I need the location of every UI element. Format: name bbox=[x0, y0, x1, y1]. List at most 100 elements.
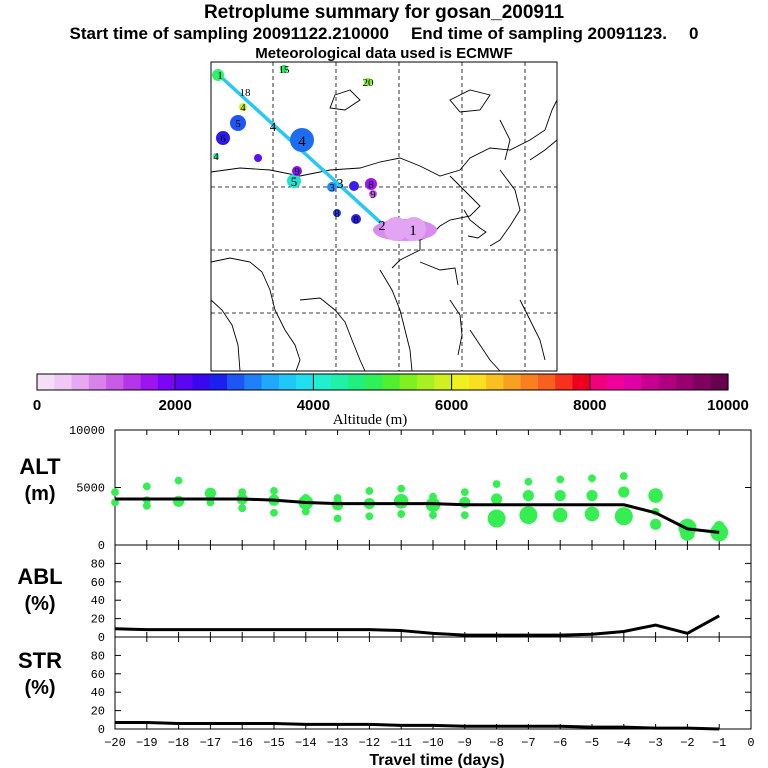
colorbar-tick-label: 4000 bbox=[297, 397, 330, 414]
point-label: 2 bbox=[379, 219, 386, 234]
particle-point bbox=[586, 489, 598, 502]
plume-point-labels: 1 15 20 18 4 5 4 6 4 4 9 5 3 3 8 9 8 8 2… bbox=[213, 64, 417, 239]
alt-ylabel-unit: (m) bbox=[24, 483, 55, 505]
plume-point bbox=[384, 217, 408, 241]
series-line bbox=[115, 721, 720, 731]
plume-point bbox=[290, 128, 314, 152]
plume-point bbox=[230, 115, 246, 131]
point-label: 4 bbox=[298, 134, 306, 150]
colorbar-cell bbox=[607, 374, 625, 390]
x-tick-label: −4 bbox=[617, 736, 631, 750]
plume-point bbox=[239, 103, 247, 111]
point-label: 15 bbox=[279, 64, 291, 76]
particle-point bbox=[174, 476, 183, 485]
particle-point bbox=[618, 486, 630, 498]
particle-point bbox=[487, 509, 506, 528]
colorbar-cell bbox=[54, 374, 73, 390]
particle-point bbox=[238, 504, 247, 513]
map-panel: 1 15 20 18 4 5 4 6 4 4 9 5 3 3 8 9 8 8 2… bbox=[210, 61, 558, 372]
point-label: 4 bbox=[240, 102, 246, 114]
colorbar-cell bbox=[140, 374, 159, 390]
abl-ylabel-top: ABL bbox=[17, 564, 62, 589]
colorbar-cell bbox=[88, 374, 107, 390]
particle-point bbox=[492, 480, 501, 488]
colorbar-cell bbox=[365, 374, 384, 390]
x-tick-label: −3 bbox=[648, 736, 662, 750]
particle-point bbox=[301, 507, 310, 516]
colorbar-cell bbox=[468, 374, 487, 390]
particle-point bbox=[429, 511, 437, 519]
colorbar-cell bbox=[641, 374, 660, 390]
point-label: 5 bbox=[291, 174, 298, 189]
alt-ylabel-top: ALT bbox=[19, 454, 61, 479]
particle-point bbox=[142, 502, 151, 510]
x-tick-label: −11 bbox=[390, 736, 412, 750]
colorbar-label: Altitude (m) bbox=[333, 412, 408, 428]
y-tick-label: 80 bbox=[91, 557, 105, 571]
particle-point bbox=[650, 518, 662, 530]
point-label: 4 bbox=[213, 151, 219, 163]
colorbar-cell bbox=[330, 374, 349, 390]
point-label: 18 bbox=[240, 87, 252, 99]
point-label: 4 bbox=[270, 119, 277, 134]
point-label: 3 bbox=[337, 177, 344, 192]
plume-point bbox=[212, 69, 224, 81]
particle-point bbox=[459, 496, 471, 509]
plume-point bbox=[364, 78, 372, 86]
x-tick-label: −10 bbox=[422, 736, 444, 750]
abl-ylabel-unit: (%) bbox=[24, 593, 55, 615]
end-time-label: End time of sampling 20091123. bbox=[410, 24, 667, 43]
particle-point bbox=[393, 494, 409, 509]
str-ylabel-top: STR bbox=[18, 648, 62, 673]
y-tick-label: 80 bbox=[91, 649, 105, 663]
colorbar-tick-label: 0 bbox=[33, 397, 41, 414]
particle-point bbox=[365, 512, 374, 521]
colorbar-tick-label: 6000 bbox=[435, 397, 468, 414]
particle-point bbox=[552, 507, 568, 523]
page-title: Retroplume summary for gosan_200911 bbox=[203, 2, 565, 23]
colorbar-cell bbox=[244, 374, 263, 390]
colorbar-cell bbox=[123, 374, 142, 390]
sampling-times: Start time of sampling 20091122.210000 En… bbox=[0, 24, 768, 44]
colorbar-cell bbox=[693, 374, 712, 390]
particle-point bbox=[397, 484, 406, 493]
colorbar-cell bbox=[503, 374, 522, 390]
point-label: 20 bbox=[363, 77, 375, 89]
colorbar-cell bbox=[313, 374, 332, 390]
colorbar-cell bbox=[434, 374, 453, 390]
plume-point bbox=[369, 190, 377, 198]
series-line bbox=[114, 614, 720, 637]
colorbar-tick-label: 10000 bbox=[707, 397, 749, 414]
particle-point bbox=[333, 514, 342, 523]
colorbar-cell bbox=[347, 374, 366, 390]
particle-point bbox=[524, 477, 533, 486]
point-label: 5 bbox=[235, 118, 241, 130]
point-label: 6 bbox=[220, 133, 226, 145]
colorbar-cell bbox=[192, 374, 211, 390]
altitude-colorbar: 0 2000 4000 6000 8000 10000 Altitude (m) bbox=[33, 373, 749, 428]
x-tick-label: −6 bbox=[553, 736, 567, 750]
particle-point bbox=[173, 495, 185, 507]
plume-point bbox=[333, 209, 341, 217]
particle-point bbox=[614, 507, 633, 526]
time-series-panels: ALT (m) ABL (%) STR (%) 10000 5000 0 80 60 4… bbox=[17, 424, 754, 768]
end-time-suffix: 0 bbox=[688, 24, 699, 43]
x-tick-label: −19 bbox=[136, 736, 158, 750]
particle-point bbox=[397, 510, 406, 518]
colorbar-cell bbox=[278, 374, 297, 390]
x-tick-label: −13 bbox=[327, 736, 349, 750]
x-tick-label: −5 bbox=[585, 736, 599, 750]
y-tick-label: 40 bbox=[91, 594, 105, 608]
x-axis-label: Travel time (days) bbox=[369, 752, 504, 768]
colorbar-cell bbox=[486, 374, 505, 390]
particle-point bbox=[204, 487, 216, 499]
plume-points bbox=[212, 65, 437, 241]
x-tick-label: −9 bbox=[458, 736, 472, 750]
alt-chart: 10000 5000 0 bbox=[69, 424, 752, 553]
plume-point bbox=[254, 154, 262, 162]
colorbar-cell bbox=[676, 374, 695, 390]
x-tick-label: −8 bbox=[489, 736, 503, 750]
colorbar-cell bbox=[399, 374, 418, 390]
point-label: 9 bbox=[294, 166, 300, 178]
